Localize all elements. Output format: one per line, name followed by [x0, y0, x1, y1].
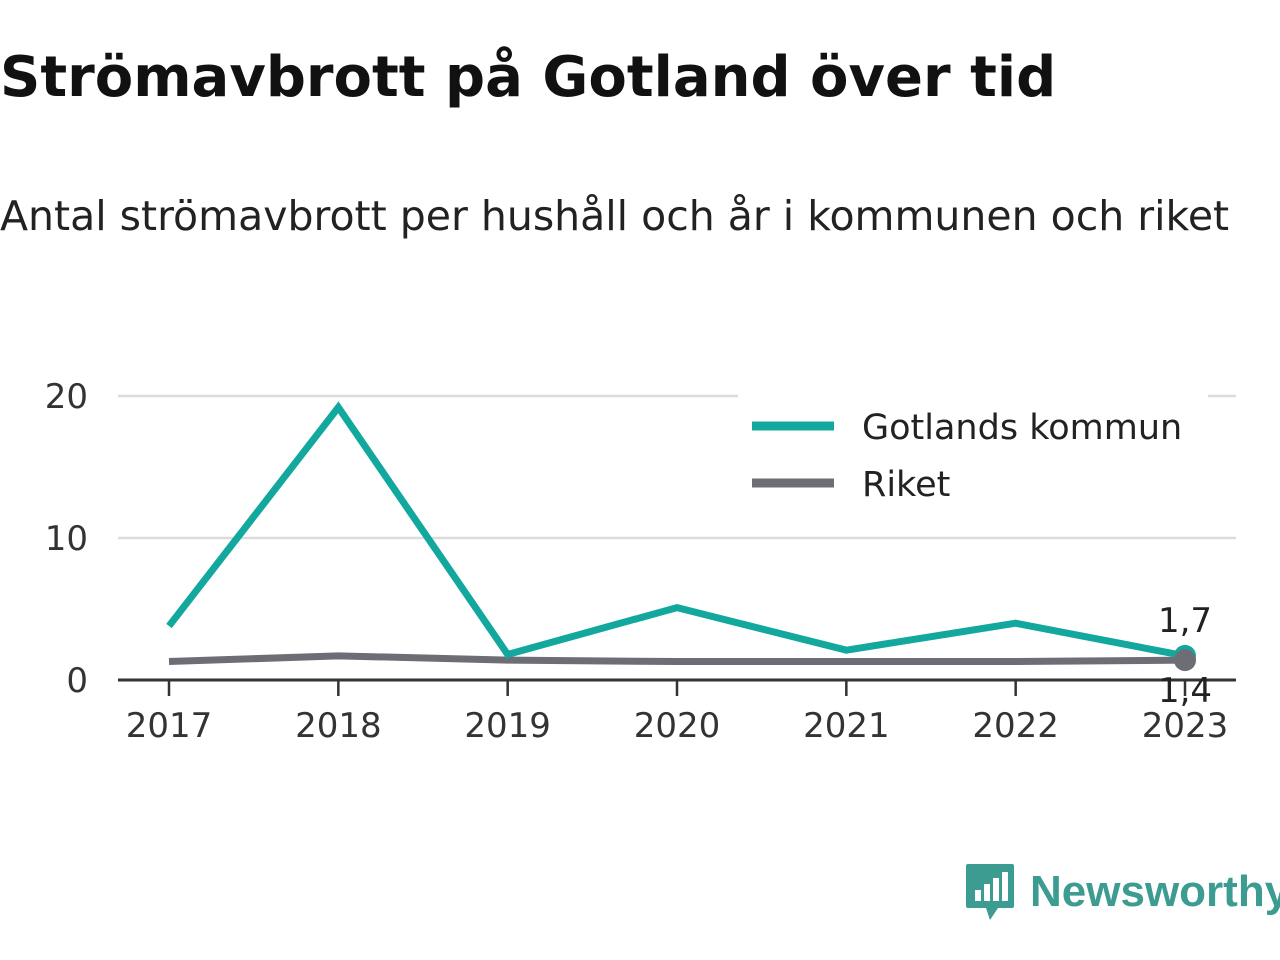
x-tick-label: 2017 — [126, 706, 213, 746]
data-labels: 1,7 1,4 — [1158, 601, 1212, 711]
x-tick-label: 2021 — [803, 706, 890, 746]
x-tick-label: 2022 — [972, 706, 1059, 746]
chart-title: Strömavbrott på Gotland över tid — [0, 45, 1057, 110]
x-tick-label: 2020 — [634, 706, 721, 746]
series-line — [168, 652, 1186, 666]
y-tick-label: 10 — [45, 519, 88, 559]
x-tick-label: 2018 — [295, 706, 382, 746]
x-tick-label: 2019 — [464, 706, 551, 746]
legend: Gotlands kommun Riket — [738, 392, 1208, 522]
series-lines — [166, 401, 1196, 672]
newsworthy-logo-icon — [966, 864, 1014, 920]
brand-name: Newsworthy — [1030, 867, 1280, 916]
legend-background — [738, 392, 1208, 522]
y-tick-label: 0 — [66, 661, 88, 701]
end-value-label: 1,4 — [1158, 671, 1212, 711]
end-value-label: 1,7 — [1158, 601, 1212, 641]
axes: 0 10 20 2017 2018 2019 2020 2021 2022 2023 — [45, 377, 1236, 746]
x-tick-label: 2023 — [1142, 706, 1229, 746]
legend-label: Riket — [862, 465, 950, 505]
chart-subtitle: Antal strömavbrott per hushåll och år i … — [0, 192, 1230, 240]
y-tick-label: 20 — [45, 377, 88, 417]
brand-logo: Newsworthy — [964, 862, 1280, 922]
legend-label: Gotlands kommun — [862, 408, 1182, 448]
end-point-marker — [1174, 649, 1196, 672]
series-line — [166, 401, 1186, 660]
